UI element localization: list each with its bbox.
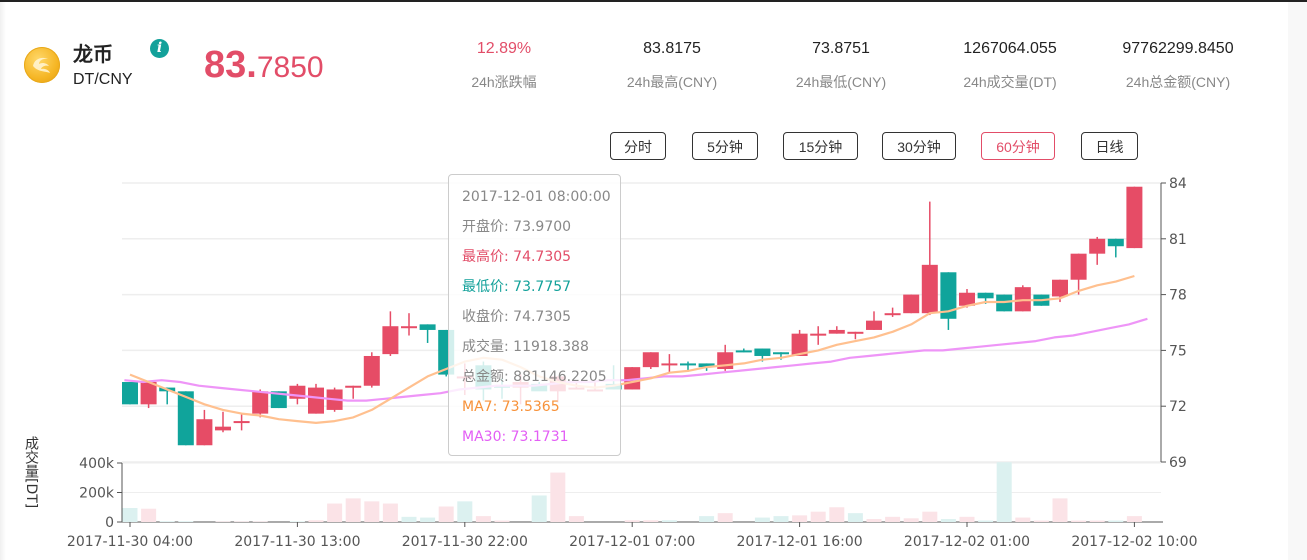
candle[interactable]: [1126, 186, 1143, 249]
candle[interactable]: [140, 382, 157, 409]
candle[interactable]: [419, 324, 436, 343]
candle[interactable]: [233, 413, 250, 431]
tooltip-close: 收盘价: 74.7305: [462, 309, 572, 325]
period-button-timeshare[interactable]: 分时: [610, 132, 666, 160]
candle[interactable]: [661, 354, 678, 373]
period-button-60min[interactable]: 60分钟: [981, 132, 1055, 160]
candle[interactable]: [345, 385, 362, 399]
period-button-15min[interactable]: 15分钟: [783, 132, 858, 160]
svg-text:72: 72: [1169, 399, 1187, 415]
candle[interactable]: [1070, 253, 1087, 295]
stat-24h-low: 73.8751 24h最低(CNY): [761, 40, 921, 92]
candle[interactable]: [215, 411, 231, 433]
coin-name: 龙币: [73, 42, 113, 66]
stat-value: 12.89%: [476, 40, 532, 57]
svg-text:2017-12-01 07:00: 2017-12-01 07:00: [569, 534, 695, 550]
svg-text:81: 81: [1169, 232, 1187, 248]
tooltip-high: 最高价: 74.7305: [462, 249, 572, 265]
current-price: 83.7850: [204, 44, 324, 87]
candle[interactable]: [959, 289, 975, 308]
tooltip-low: 最低价: 73.7757: [462, 279, 572, 295]
candle[interactable]: [717, 344, 734, 371]
candle-tooltip: 2017-12-01 08:00:00 开盘价: 73.9700 最高价: 74…: [448, 174, 621, 456]
svg-text:2017-11-30 04:00: 2017-11-30 04:00: [67, 534, 193, 550]
svg-text:69: 69: [1169, 455, 1187, 471]
window-top-border: [0, 0, 1307, 2]
candle[interactable]: [382, 311, 399, 356]
candle[interactable]: [196, 409, 213, 446]
tooltip-volume: 成交量: 11918.388: [462, 339, 589, 355]
stat-24h-change: 12.89% 24h涨跌幅: [424, 40, 584, 92]
tooltip-amount: 总金额: 881146.2205: [462, 369, 607, 385]
stat-label: 24h最低(CNY): [795, 74, 887, 90]
tooltip-ma7: MA7: 73.5365: [462, 399, 560, 415]
candle[interactable]: [847, 331, 864, 340]
svg-text:75: 75: [1169, 343, 1187, 359]
svg-text:0: 0: [105, 515, 114, 531]
period-button-daily[interactable]: 日线: [1081, 132, 1138, 160]
candle[interactable]: [401, 313, 417, 336]
stat-value: 1267064.055: [963, 40, 1057, 57]
svg-text:2017-12-02 10:00: 2017-12-02 10:00: [1071, 534, 1197, 550]
stat-value: 83.8175: [643, 40, 701, 57]
stat-label: 24h最高(CNY): [626, 74, 718, 90]
tooltip-ma30: MA30: 73.1731: [462, 429, 569, 445]
candle[interactable]: [363, 352, 380, 388]
stat-value: 97762299.8450: [1122, 40, 1234, 57]
coin-logo-icon: [24, 47, 60, 83]
right-side-panel: [1288, 2, 1307, 560]
candle[interactable]: [810, 326, 827, 345]
candle[interactable]: [122, 382, 138, 405]
svg-text:2017-11-30 13:00: 2017-11-30 13:00: [234, 534, 360, 550]
svg-text:84: 84: [1169, 176, 1187, 192]
stat-value: 73.8751: [812, 40, 870, 57]
svg-text:78: 78: [1169, 288, 1187, 304]
tooltip-time: 2017-12-01 08:00:00: [462, 189, 611, 205]
stat-24h-high: 83.8175 24h最高(CNY): [592, 40, 752, 92]
stat-label: 24h涨跌幅: [471, 74, 537, 90]
tooltip-open: 开盘价: 73.9700: [462, 219, 572, 235]
svg-text:2017-11-30 22:00: 2017-11-30 22:00: [402, 534, 528, 550]
candle[interactable]: [252, 389, 269, 418]
candle[interactable]: [1014, 285, 1031, 312]
candle[interactable]: [828, 326, 845, 334]
period-button-5min[interactable]: 5分钟: [692, 132, 758, 160]
price-decimal: 7850: [256, 51, 324, 84]
candle[interactable]: [866, 311, 882, 330]
stat-label: 24h成交量(DT): [963, 74, 1057, 90]
candle[interactable]: [1089, 236, 1106, 265]
stat-label: 24h总金额(CNY): [1125, 74, 1231, 90]
candle[interactable]: [177, 391, 194, 446]
svg-text:200k: 200k: [79, 486, 115, 502]
candle[interactable]: [791, 329, 808, 356]
candle[interactable]: [884, 307, 901, 317]
candle[interactable]: [1107, 238, 1124, 258]
svg-text:2017-12-02 01:00: 2017-12-02 01:00: [904, 534, 1030, 550]
candle[interactable]: [903, 294, 920, 314]
price-integer: 83.: [204, 44, 257, 86]
svg-text:400k: 400k: [79, 456, 115, 472]
candle[interactable]: [940, 272, 957, 330]
svg-text:2017-12-01 16:00: 2017-12-01 16:00: [737, 534, 863, 550]
candle[interactable]: [680, 361, 696, 371]
candle[interactable]: [921, 201, 938, 316]
period-button-30min[interactable]: 30分钟: [882, 132, 956, 160]
left-edge-shadow: [0, 2, 6, 560]
stat-24h-amount: 97762299.8450 24h总金额(CNY): [1098, 40, 1258, 92]
volume-axis-title: 成交量[DT]: [23, 436, 39, 509]
stat-24h-volume: 1267064.055 24h成交量(DT): [930, 40, 1090, 92]
candle[interactable]: [308, 383, 324, 414]
candle[interactable]: [642, 352, 659, 369]
candle[interactable]: [735, 348, 752, 353]
info-icon[interactable]: i: [150, 39, 169, 58]
trading-pair: DT/CNY: [73, 71, 133, 88]
